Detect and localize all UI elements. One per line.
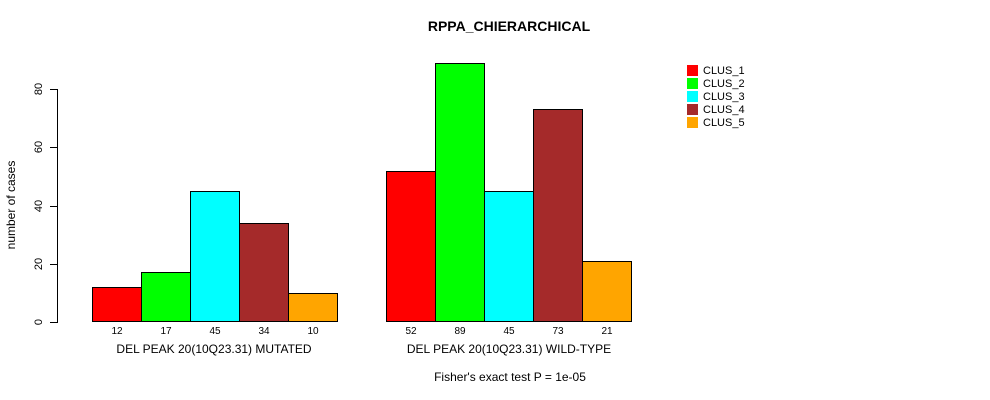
bar-clus_5-group2 [582,261,632,322]
bar-clus_3-group2 [484,191,534,322]
legend-swatch-clus_4 [687,104,698,115]
y-axis-tick-label-80: 80 [33,82,45,96]
legend-label-clus_1: CLUS_1 [703,64,745,77]
legend-swatch-clus_3 [687,91,698,102]
bar-clus_2-group2 [435,63,485,322]
y-axis-tick-80 [50,89,57,90]
bar-value-label: 17 [160,326,172,337]
bar-clus_5-group1 [288,293,338,322]
fisher-test-footnote: Fisher's exact test P = 1e-05 [434,370,586,384]
legend-row-clus_5: CLUS_5 [687,116,745,129]
y-axis-tick-20 [50,264,57,265]
legend-row-clus_4: CLUS_4 [687,103,745,116]
legend-label-clus_4: CLUS_4 [703,103,745,116]
legend-label-clus_2: CLUS_2 [703,77,745,90]
y-axis-line [57,89,58,323]
bar-clus_1-group2 [386,171,436,322]
legend-swatch-clus_5 [687,117,698,128]
bar-value-label: 21 [601,326,613,337]
bar-clus_4-group1 [239,223,289,322]
bar-clus_1-group1 [92,287,142,322]
y-axis-tick-label-20: 20 [33,257,45,271]
y-axis-tick-40 [50,206,57,207]
bar-value-label: 34 [258,326,270,337]
y-axis-tick-label-40: 40 [33,199,45,213]
legend-swatch-clus_1 [687,65,698,76]
legend-label-clus_3: CLUS_3 [703,90,745,103]
x-group-label-mutated: DEL PEAK 20(10Q23.31) MUTATED [116,342,312,356]
bar-clus_4-group2 [533,109,583,322]
y-axis-tick-label-0: 0 [33,318,45,326]
bar-value-label: 45 [209,326,221,337]
legend-label-clus_5: CLUS_5 [703,116,745,129]
chart-title: RPPA_CHIERARCHICAL [427,18,591,34]
legend-swatch-clus_2 [687,78,698,89]
bar-value-label: 12 [111,326,123,337]
bar-value-label: 52 [405,326,417,337]
legend: CLUS_1 CLUS_2 CLUS_3 CLUS_4 CLUS_5 [687,64,745,129]
y-axis-title: number of cases [4,160,18,250]
y-axis-tick-0 [50,322,57,323]
bar-clus_3-group1 [190,191,240,322]
bar-value-label: 45 [503,326,515,337]
bar-value-label: 89 [454,326,466,337]
bar-clus_2-group1 [141,272,191,322]
x-group-label-wild-type: DEL PEAK 20(10Q23.31) WILD-TYPE [406,342,612,356]
y-axis-tick-60 [50,147,57,148]
legend-row-clus_3: CLUS_3 [687,90,745,103]
y-axis-tick-label-60: 60 [33,140,45,154]
bar-value-label: 73 [552,326,564,337]
legend-row-clus_2: CLUS_2 [687,77,745,90]
bar-value-label: 10 [307,326,319,337]
legend-row-clus_1: CLUS_1 [687,64,745,77]
